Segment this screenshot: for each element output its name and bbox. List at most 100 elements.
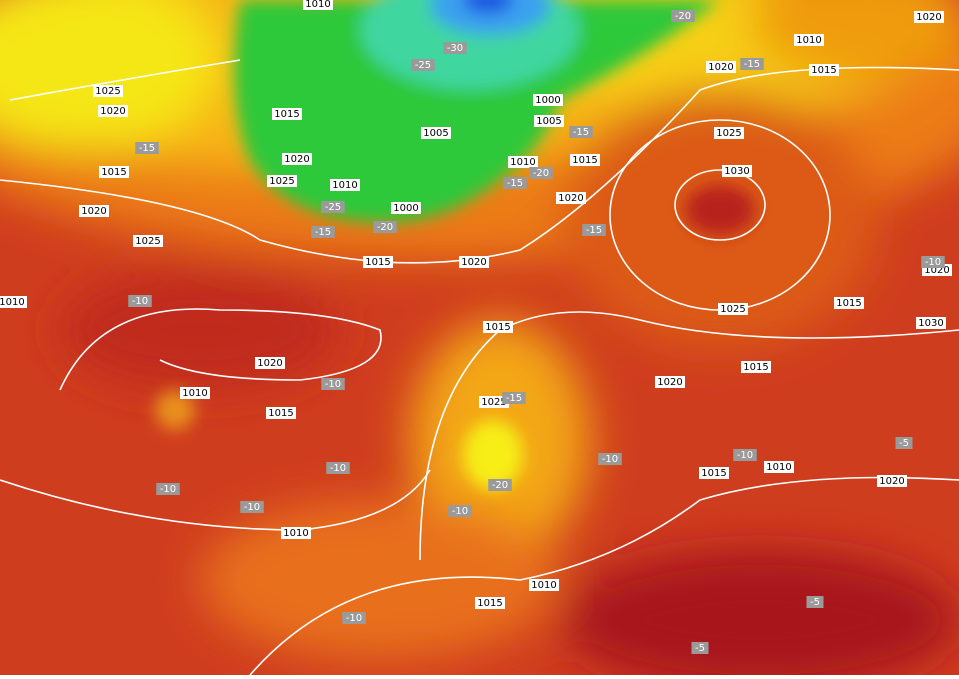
temperature-label-box [740, 58, 764, 70]
temperature-label: -10 [602, 454, 618, 465]
isobar-label: 1020 [100, 106, 125, 117]
isobar-label-box [764, 461, 794, 473]
temperature-label: -10 [160, 484, 176, 495]
temperature-label-box [443, 42, 467, 54]
isobar-label-box [508, 156, 538, 168]
temperature-label-box [503, 177, 527, 189]
isobar-label: 1005 [423, 128, 448, 139]
isobar-label-box [794, 34, 824, 46]
isobar-label-box [93, 85, 123, 97]
isobar [0, 66, 959, 264]
isobar-label: 1010 [796, 35, 821, 46]
temperature-label: -15 [507, 178, 523, 189]
isobar-label: 1025 [716, 128, 741, 139]
isobar-label-box [180, 387, 210, 399]
isobar-label-box [421, 127, 451, 139]
isobar-label-box [570, 154, 600, 166]
isobar-label-box [916, 317, 946, 329]
temperature-label-box [691, 642, 709, 654]
isobar-label: 1020 [916, 12, 941, 23]
isobar-label: 1025 [481, 397, 506, 408]
temperature-label-box [733, 449, 757, 461]
temperature-label: -10 [452, 506, 468, 517]
isobar-label-box [0, 296, 27, 308]
isobar [674, 169, 766, 241]
temperature-label: -10 [325, 379, 341, 390]
isobar-label: 1015 [485, 322, 510, 333]
temperature-label-box [671, 10, 695, 22]
temperature-label: -15 [586, 225, 602, 236]
temperature-label-box [373, 221, 397, 233]
isobar-label-box [479, 396, 509, 408]
isobar-label: 1015 [274, 109, 299, 120]
isobar-label: 1015 [268, 408, 293, 419]
isobar-label: 1025 [95, 86, 120, 97]
isobar-label: 1015 [836, 298, 861, 309]
temperature-label: -5 [899, 438, 909, 449]
temperature-label: -25 [325, 202, 341, 213]
red-core [685, 185, 755, 235]
isobar-label-box [272, 108, 302, 120]
isobar-label-box [133, 235, 163, 247]
temperature-label-box [135, 142, 159, 154]
temperature-label: -10 [330, 463, 346, 474]
temperature-label: -10 [244, 502, 260, 513]
temperature-label: -10 [346, 613, 362, 624]
isobar-label: 1020 [558, 193, 583, 204]
temperature-label-box [582, 224, 606, 236]
temperature-label: -15 [315, 227, 331, 238]
isobar-label-box [282, 153, 312, 165]
isobar-label-box [529, 579, 559, 591]
isobar-label: 1010 [332, 180, 357, 191]
temperature-label-box [411, 59, 435, 71]
isobar-label: 1020 [708, 62, 733, 73]
isobar-label-box [714, 127, 744, 139]
isobar-label: 1010 [510, 157, 535, 168]
temperature-label: -15 [573, 127, 589, 138]
isobar-label: 1015 [811, 65, 836, 76]
isobar-label: 1015 [572, 155, 597, 166]
isobar-label: 1025 [720, 304, 745, 315]
cold-field [155, 0, 755, 490]
isobar [59, 308, 382, 391]
isobar-label: 1005 [536, 116, 561, 127]
isobar-label: 1010 [0, 297, 25, 308]
isobar [249, 476, 959, 676]
isobar-label-box [475, 597, 505, 609]
isobar-label: 1015 [701, 468, 726, 479]
isobar-label-box [834, 297, 864, 309]
temperature-label-box [326, 462, 350, 474]
isobar-label-box [722, 165, 752, 177]
isobar-label: 1025 [135, 236, 160, 247]
temperature-label-box [921, 256, 945, 268]
isobar-label-box [655, 376, 685, 388]
isobar-label-box [391, 202, 421, 214]
isobar-label-box [718, 303, 748, 315]
temperature-label-box [311, 226, 335, 238]
temperature-label-box [529, 167, 553, 179]
temperature-label-box [895, 437, 913, 449]
temperature-label: -20 [492, 480, 508, 491]
temperature-label-box [806, 596, 824, 608]
isobar-label-box [255, 357, 285, 369]
isobar-label: 1010 [531, 580, 556, 591]
isobar-label: 1015 [101, 167, 126, 178]
isobar-label-box [363, 256, 393, 268]
temperature-label: -20 [533, 168, 549, 179]
isobar-label-box [914, 11, 944, 23]
temperature-label-box [156, 483, 180, 495]
temperature-label: -20 [675, 11, 691, 22]
yellow-area [0, 0, 220, 150]
temperature-label: -10 [925, 257, 941, 268]
temperature-label: -10 [737, 450, 753, 461]
isobar-label: 1015 [477, 598, 502, 609]
deep-blue-area [463, 0, 513, 14]
isobar-label-box [877, 475, 907, 487]
isobar-label-box [99, 166, 129, 178]
isobar-label-box [330, 179, 360, 191]
isobar [9, 59, 241, 101]
warm-core [155, 390, 195, 430]
isobar-label-box [483, 321, 513, 333]
